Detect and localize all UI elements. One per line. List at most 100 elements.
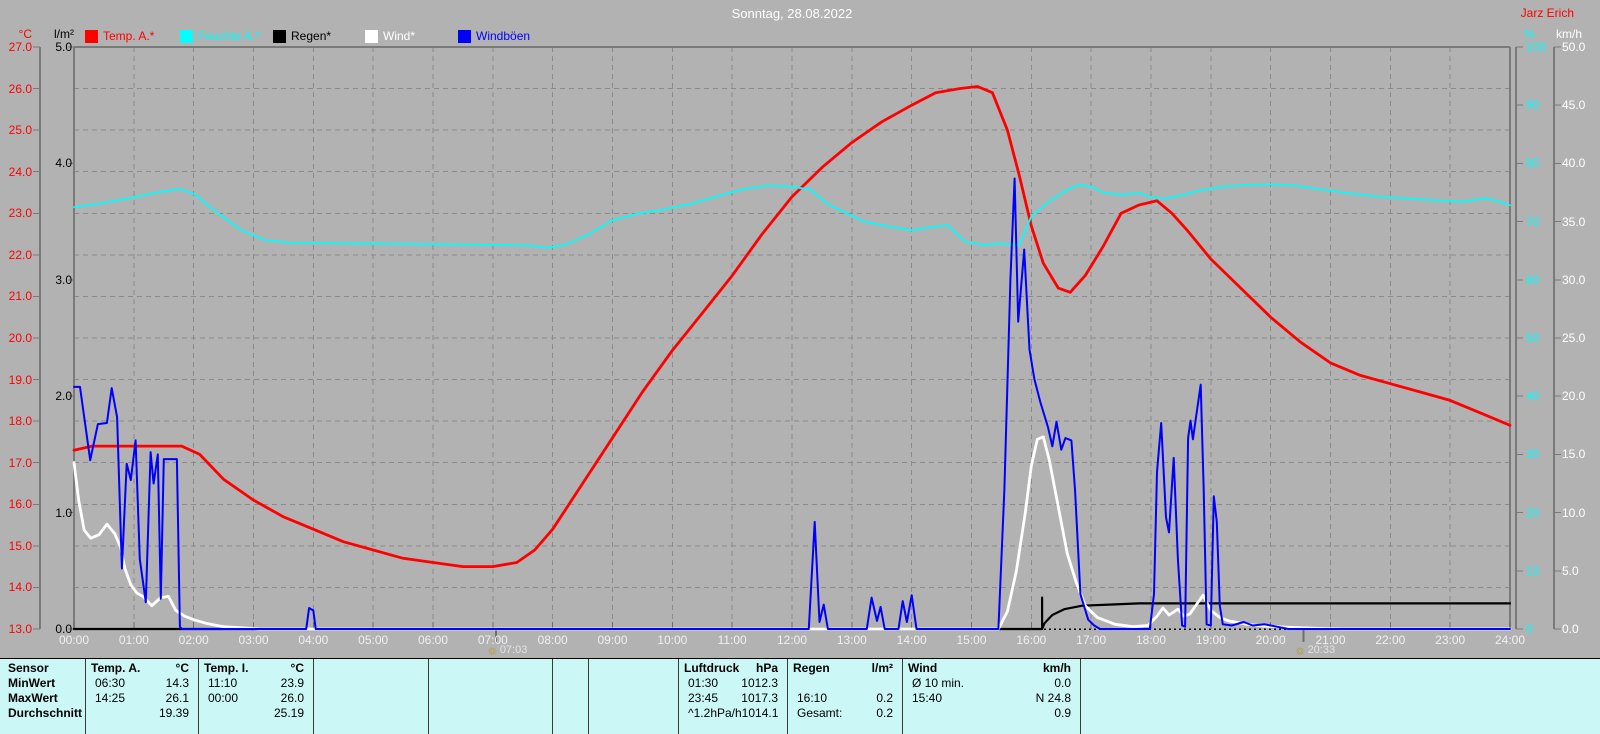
stats-data-row — [313, 691, 428, 706]
wind-tick-label: 40.0 — [1562, 156, 1586, 171]
stats-column — [428, 659, 552, 734]
temp-tick-label: 23.0 — [8, 206, 32, 221]
stats-cell-time — [558, 691, 562, 706]
rain-tick-label: 2.0 — [55, 389, 72, 404]
stats-cell-value: 0.2 — [876, 691, 893, 705]
stats-column-name: Regen — [793, 661, 830, 675]
time-tick-label: 11:00 — [717, 633, 747, 647]
stats-header-row — [313, 661, 428, 676]
regen-curve — [72, 596, 1512, 631]
stats-row-label: Sensor — [8, 661, 49, 675]
page-title: Sonntag, 28.08.2022 — [731, 6, 853, 21]
wind-tick-label: 0.0 — [1562, 622, 1579, 636]
table-column-divider — [1080, 659, 1081, 734]
stats-column-name: Temp. A. — [91, 661, 141, 675]
stats-cell-time: Gesamt: — [797, 706, 843, 720]
table-column-divider — [552, 659, 553, 734]
wind-axis-unit: km/h — [1556, 27, 1583, 41]
stats-cell-time — [319, 691, 323, 706]
temp-tick-label: 14.0 — [8, 580, 32, 595]
stats-header-row — [552, 661, 588, 676]
temp-tick-label: 18.0 — [8, 414, 32, 429]
stats-row-labels: Sensor MinWert MaxWert Durchschnitt — [2, 659, 84, 734]
stats-column-unit: l/m² — [871, 661, 893, 675]
humidity-tick-label: 80 — [1526, 156, 1540, 171]
station-name: Jarz Erich — [1520, 6, 1574, 20]
stats-row-label: MinWert — [8, 676, 56, 690]
stats-cell-value: 1012.3 — [741, 676, 778, 690]
stats-data-row — [313, 676, 428, 691]
stats-cell-value: 0.2 — [876, 706, 893, 720]
humidity-tick-label: 0 — [1526, 622, 1533, 636]
stats-header-row: Luftdruck hPa — [678, 661, 787, 676]
time-tick-label: 22:00 — [1375, 633, 1406, 647]
windboeen-curve — [73, 177, 1511, 630]
stats-cell-value: 23.9 — [280, 676, 304, 690]
legend-swatch — [365, 29, 378, 43]
time-tick-label: 12:00 — [776, 633, 808, 647]
time-tick-label: 23:00 — [1435, 633, 1466, 647]
stats-cell-time — [1086, 676, 1090, 691]
time-tick-label: 15:00 — [956, 633, 987, 647]
rain-tick-label: 5.0 — [55, 40, 72, 54]
legend-item: Feuchte A.* — [180, 29, 260, 43]
stats-cell-time — [594, 676, 598, 691]
humidity-tick-label: 20 — [1526, 505, 1540, 520]
feuchte-a-curve — [73, 183, 1511, 249]
table-column-divider — [85, 659, 86, 734]
table-column-divider — [588, 659, 589, 734]
sunset-time: 20:33 — [1307, 644, 1336, 656]
stats-data-row — [552, 706, 588, 721]
stats-data-row — [428, 691, 552, 706]
time-tick-label: 04:00 — [298, 633, 329, 647]
stats-cell-time — [908, 706, 912, 721]
stats-column-unit: °C — [175, 661, 189, 675]
time-tick-label: 07:00 — [477, 633, 508, 647]
rain-tick-label: 4.0 — [55, 156, 72, 171]
legend-label: Feuchte A.* — [198, 29, 261, 43]
stats-column: Temp. A. °C 06:30 14.3 14:25 26.1 19.39 — [85, 659, 198, 734]
stats-column — [588, 659, 678, 734]
stats-data-row — [1080, 676, 1598, 691]
stats-cell-value: 0.9 — [1054, 706, 1071, 720]
temp-tick-label: 17.0 — [8, 455, 32, 470]
stats-header-row — [428, 661, 552, 676]
stats-data-row: 14:25 26.1 — [85, 691, 198, 706]
stats-cell-time: 00:00 — [208, 691, 239, 705]
stats-cell-time: 15:40 — [912, 691, 943, 705]
humidity-tick-label: 40 — [1526, 389, 1540, 404]
stats-row-label: Durchschnitt — [8, 706, 83, 720]
time-tick-label: 21:00 — [1315, 633, 1346, 647]
stats-data-row: 15:40 N 24.8 — [902, 691, 1080, 706]
rain-tick-label: 0.0 — [55, 622, 72, 636]
stats-column — [552, 659, 588, 734]
stats-data-row — [787, 676, 902, 691]
stats-cell-time: 06:30 — [95, 676, 126, 690]
stats-column — [313, 659, 428, 734]
time-tick-label: 09:00 — [597, 633, 628, 647]
humidity-tick-label: 10 — [1526, 563, 1540, 578]
wind-tick-label: 30.0 — [1562, 272, 1586, 287]
stats-column: Wind km/h Ø 10 min. 0.0 15:40 N 24.8 0.9 — [902, 659, 1080, 734]
legend-swatch — [458, 29, 471, 43]
temp-tick-label: 26.0 — [8, 81, 32, 96]
stats-cell-time — [434, 706, 438, 721]
legend-item: Wind* — [365, 29, 415, 43]
stats-cell-time — [793, 676, 797, 691]
stats-cell-time — [1086, 691, 1090, 706]
temp-tick-label: 25.0 — [8, 123, 32, 138]
stats-cell-time — [1086, 706, 1090, 721]
stats-table: Sensor MinWert MaxWert Durchschnitt Temp. A… — [0, 658, 1600, 734]
stats-column: Temp. I. °C 11:10 23.9 00:00 26.0 25.19 — [198, 659, 313, 734]
wind-tick-label: 50.0 — [1562, 40, 1586, 54]
stats-cell-value: 26.1 — [165, 691, 189, 705]
wind-tick-label: 10.0 — [1562, 505, 1586, 520]
rain-axis-unit: l/m² — [54, 27, 74, 41]
stats-cell-time: 14:25 — [95, 691, 126, 705]
stats-column: Luftdruck hPa 01:30 1012.3 23:45 1017.3 ^1.2hP… — [678, 659, 787, 734]
stats-cell-time — [434, 691, 438, 706]
stats-data-row: 16:10 0.2 — [787, 691, 902, 706]
sunset-icon: ☼ — [1294, 643, 1306, 657]
wind-curve — [72, 435, 1512, 631]
stats-column-name: Temp. I. — [204, 661, 249, 675]
